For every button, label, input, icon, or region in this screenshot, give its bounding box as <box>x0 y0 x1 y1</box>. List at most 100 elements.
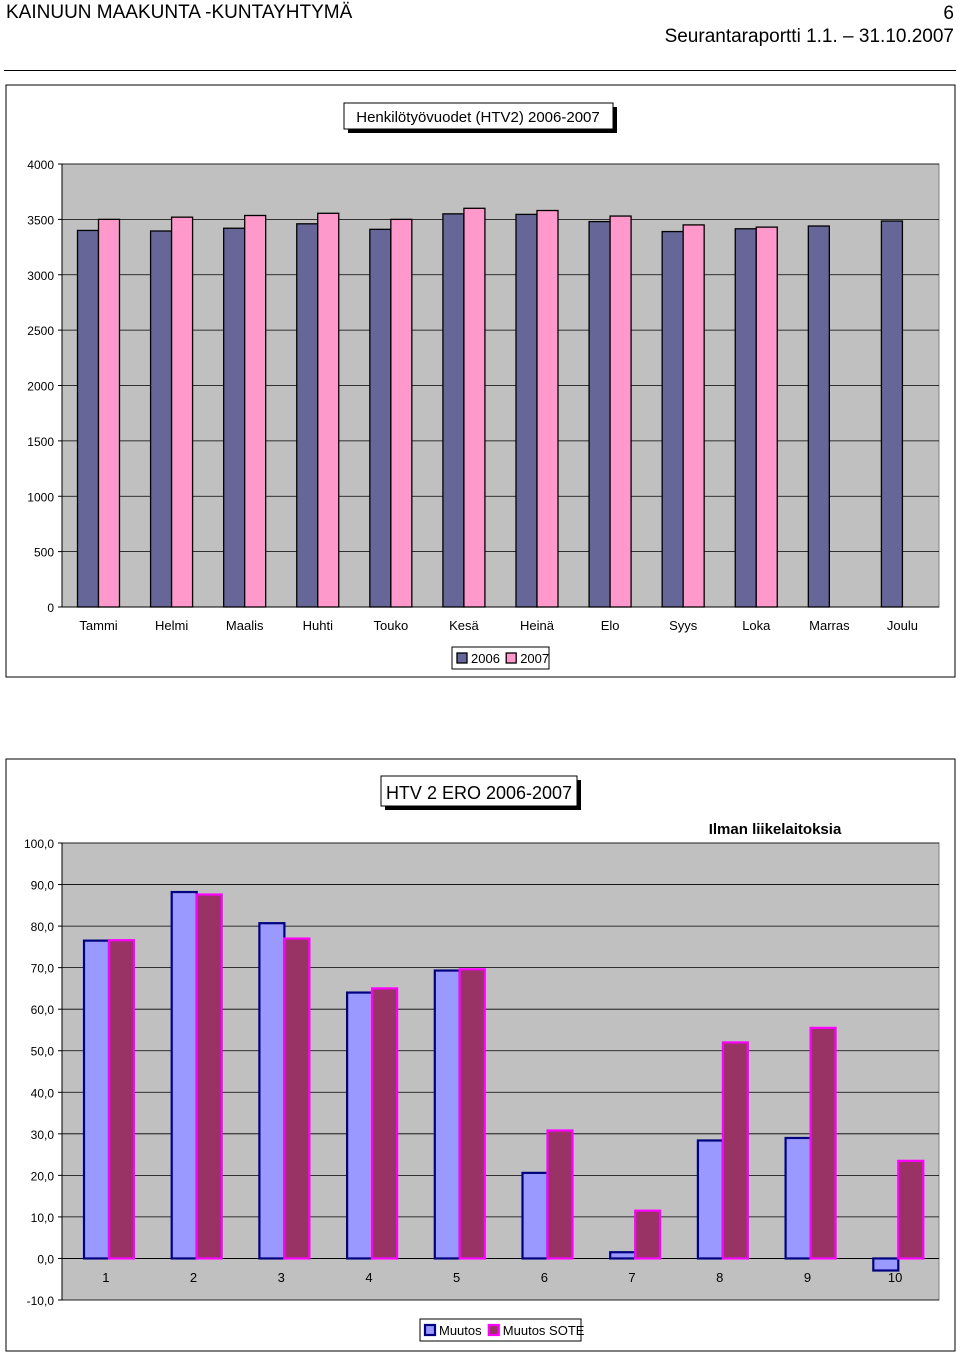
y-tick-label: 500 <box>34 546 54 560</box>
x-tick-label: 10 <box>888 1270 902 1285</box>
bar-muutos <box>521 1171 549 1260</box>
legend-swatch <box>487 1323 500 1337</box>
y-tick-label: 2000 <box>27 380 54 394</box>
x-tick-label: Touko <box>374 618 409 633</box>
chart-title: HTV 2 ERO 2006-2007 <box>386 783 572 803</box>
title-box <box>343 102 614 130</box>
bar-2007 <box>755 226 778 608</box>
bar-muutos <box>258 922 286 1260</box>
htv2-difference-chart: -10,0 0,0 10,0 20,0 30,0 40,0 50,0 60,0 70,0 80,0… <box>5 758 956 1352</box>
legend: 2006 2007 <box>451 646 550 670</box>
x-tick-label: Elo <box>601 618 620 633</box>
bar-2006 <box>515 213 538 608</box>
report-period: Seurantaraportti 1.1. – 31.10.2007 <box>664 26 954 47</box>
y-tick-label: 50,0 <box>31 1045 55 1059</box>
legend-label: Muutos <box>439 1323 482 1338</box>
y-tick-label: 4000 <box>27 158 54 172</box>
y-tick-label: 1500 <box>27 435 54 449</box>
bar-muutos-sote <box>721 1041 750 1260</box>
x-tick-label: 8 <box>716 1270 723 1285</box>
x-tick-label: 5 <box>453 1270 460 1285</box>
x-tick-label: Loka <box>742 618 771 633</box>
bar-muutos <box>696 1139 725 1260</box>
chart-title: Henkilötyövuodet (HTV2) 2006-2007 <box>356 109 599 126</box>
x-tick-label: Maalis <box>226 618 264 633</box>
bar-2007 <box>317 212 340 608</box>
bar-muutos-sote <box>458 968 486 1260</box>
legend-label: Muutos SOTE <box>503 1323 585 1338</box>
legend-swatch <box>456 652 468 664</box>
x-tick-label: Syys <box>669 618 698 633</box>
x-tick-label: 2 <box>190 1270 197 1285</box>
y-tick-label: 30,0 <box>31 1128 55 1142</box>
y-tick-label: 90,0 <box>31 879 55 893</box>
bar-2006 <box>149 230 173 608</box>
bar-2006 <box>296 223 319 608</box>
y-tick-label: 3000 <box>27 269 54 283</box>
x-tick-label: 7 <box>628 1270 635 1285</box>
bar-2006 <box>369 228 392 608</box>
legend-label: 2006 <box>471 651 500 666</box>
report-header: 6 Seurantaraportti 1.1. – 31.10.2007 <box>665 2 954 48</box>
bar-muutos-sote <box>371 987 399 1260</box>
x-tick-label: 6 <box>541 1270 548 1285</box>
bar-2007 <box>609 215 632 608</box>
legend-box <box>419 1318 582 1342</box>
bar-2006 <box>734 228 757 608</box>
bar-muutos-sote <box>283 937 311 1260</box>
header-divider <box>4 70 956 71</box>
bar-muutos <box>82 939 111 1260</box>
page-number: 6 <box>943 3 954 24</box>
y-tick-label: 70,0 <box>31 962 55 976</box>
organization-name: KAINUUN MAAKUNTA -KUNTAYHTYMÄ <box>6 2 353 23</box>
bar-muutos <box>872 1257 900 1272</box>
y-tick-label: 10,0 <box>31 1211 55 1225</box>
bar-2006 <box>661 230 684 608</box>
legend-label: 2007 <box>520 651 549 666</box>
bar-2006 <box>442 213 465 608</box>
bar-muutos <box>609 1251 637 1260</box>
bar-2006 <box>807 225 830 608</box>
x-tick-label: Joulu <box>887 618 918 633</box>
bar-2006 <box>588 220 611 608</box>
x-tick-label: Tammi <box>79 618 117 633</box>
y-tick-label: 100,0 <box>24 837 54 851</box>
x-tick-label: Marras <box>809 618 850 633</box>
bar-2007 <box>536 209 559 608</box>
htv2-monthly-chart: 0 500 1000 1500 2000 2500 3000 3500 4000 Tammi He… <box>5 84 956 678</box>
legend: Muutos Muutos SOTE <box>419 1318 585 1342</box>
legend-swatch <box>505 652 517 664</box>
y-tick-label: 40,0 <box>31 1086 55 1100</box>
bar-muutos <box>170 890 198 1260</box>
bar-2007 <box>97 218 121 608</box>
bar-2007 <box>682 224 705 608</box>
bar-muutos <box>346 991 374 1260</box>
bar-2007 <box>390 218 413 608</box>
y-tick-label: 60,0 <box>31 1003 55 1017</box>
legend-swatch <box>423 1323 437 1337</box>
bar-muutos-sote <box>809 1026 837 1260</box>
y-tick-label: -10,0 <box>27 1294 55 1308</box>
x-tick-label: 9 <box>804 1270 811 1285</box>
x-tick-label: 3 <box>278 1270 285 1285</box>
bar-muutos <box>433 969 461 1260</box>
y-tick-label: 0 <box>47 601 54 615</box>
bar-2007 <box>244 214 267 608</box>
y-tick-label: 80,0 <box>31 920 55 934</box>
x-tick-label: Huhti <box>303 618 333 633</box>
bar-2006 <box>880 220 904 608</box>
y-tick-label: 2500 <box>27 324 54 338</box>
bar-muutos <box>784 1136 812 1260</box>
x-tick-label: 1 <box>102 1270 109 1285</box>
x-tick-label: Helmi <box>155 618 188 633</box>
bar-muutos-sote <box>195 893 223 1260</box>
bar-2007 <box>170 216 194 608</box>
y-tick-label: 3500 <box>27 213 54 227</box>
bar-2007 <box>463 207 486 608</box>
title-box <box>380 775 578 807</box>
bar-muutos-sote <box>897 1159 925 1260</box>
x-tick-label: Heinä <box>520 618 555 633</box>
chart-subtitle: Ilman liikelaitoksia <box>709 821 842 838</box>
bar-2006 <box>76 229 100 608</box>
bar-2006 <box>223 227 246 608</box>
